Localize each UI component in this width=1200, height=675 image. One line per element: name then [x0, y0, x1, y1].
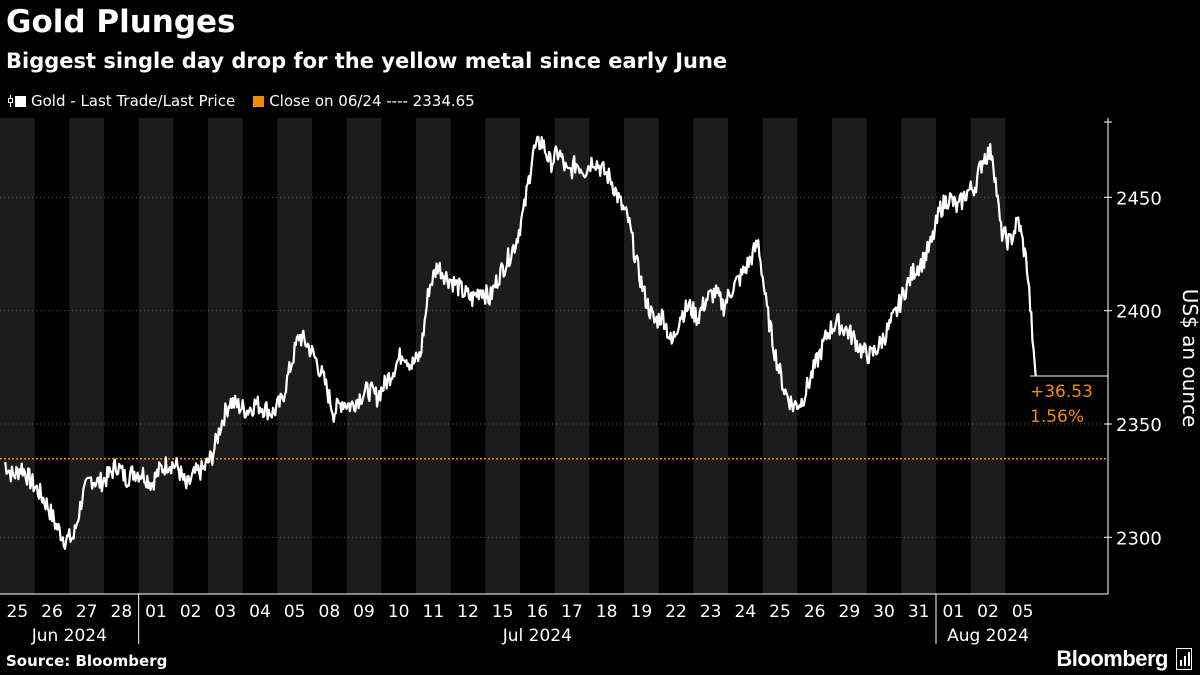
- x-tick-label: 23: [700, 602, 722, 622]
- x-tick-label: 17: [561, 602, 583, 622]
- x-tick-label: 29: [839, 602, 861, 622]
- legend-label-gold: Gold - Last Trade/Last Price: [31, 92, 236, 110]
- source-note: Source: Bloomberg: [6, 652, 168, 670]
- x-tick-label: 12: [457, 602, 479, 622]
- x-tick-label: 28: [111, 602, 133, 622]
- x-tick-label: 09: [353, 602, 375, 622]
- series-line-gold: [4, 135, 1037, 550]
- axes: 2300 2350 2400 2450 25 26 27 28 01 02 03 04 05 08 09 10…: [0, 118, 1162, 646]
- x-tick-label: 19: [631, 602, 653, 622]
- day-band: [554, 118, 590, 594]
- legend-label-close: Close on 06/24 ---- 2334.65: [269, 92, 475, 110]
- legend-swatch-gold: [15, 95, 26, 107]
- x-tick-label: 26: [41, 602, 63, 622]
- day-band: [346, 118, 382, 594]
- chart-legend: Gold - Last Trade/Last Price Close on 06…: [8, 90, 493, 112]
- x-tick-label: 05: [1012, 602, 1034, 622]
- x-tick-label: 26: [804, 602, 826, 622]
- day-band: [0, 118, 35, 594]
- annotation-percent: 1.56%: [1030, 407, 1084, 427]
- y-tick-label: 2300: [1116, 528, 1162, 549]
- x-tick-label: 05: [284, 602, 306, 622]
- y-tick-label: 2450: [1116, 188, 1162, 209]
- x-tick-label: 16: [527, 602, 549, 622]
- x-tick-label: 02: [180, 602, 202, 622]
- legend-item-gold: Gold - Last Trade/Last Price: [8, 92, 235, 110]
- gridlines: [0, 196, 1108, 538]
- day-band: [208, 118, 243, 594]
- day-band: [901, 118, 936, 594]
- x-month-label: Jun 2024: [31, 626, 107, 646]
- bloomberg-terminal-icon: [1176, 648, 1192, 670]
- x-tick-label: 01: [145, 602, 167, 622]
- price-series: [4, 135, 1037, 550]
- brand-name: Bloomberg: [1056, 646, 1168, 671]
- day-band: [762, 118, 798, 594]
- day-band: [485, 118, 520, 594]
- y-tick-label: 2350: [1116, 415, 1162, 436]
- day-band: [138, 118, 174, 594]
- x-tick-label: 08: [319, 602, 341, 622]
- bar-series-icon: [8, 95, 13, 107]
- x-tick-label: 24: [735, 602, 757, 622]
- day-bands: [0, 118, 1006, 594]
- chart-subtitle: Biggest single day drop for the yellow m…: [6, 49, 728, 73]
- x-tick-label: 25: [7, 602, 29, 622]
- x-tick-label: 02: [977, 602, 999, 622]
- square-swatch-icon: [253, 95, 265, 107]
- x-month-label: Jul 2024: [502, 626, 572, 646]
- x-tick-label: 04: [249, 602, 271, 622]
- x-tick-label: 10: [388, 602, 410, 622]
- x-tick-label: 30: [873, 602, 895, 622]
- legend-item-close: Close on 06/24 ---- 2334.65: [253, 92, 475, 110]
- x-tick-label: 01: [943, 602, 965, 622]
- annotation-change: +36.53: [1030, 382, 1093, 402]
- y-axis-label: US$ an ounce: [1178, 289, 1200, 428]
- x-tick-label: 27: [76, 602, 98, 622]
- x-tick-label: 31: [908, 602, 930, 622]
- day-band: [693, 118, 728, 594]
- annotation-group: +36.53 1.56%: [1030, 375, 1108, 427]
- y-tick-label: 2400: [1116, 302, 1162, 323]
- day-band: [69, 118, 104, 594]
- x-tick-label: 15: [492, 602, 514, 622]
- x-month-label: Aug 2024: [947, 626, 1029, 646]
- day-band: [624, 118, 659, 594]
- x-tick-label: 25: [769, 602, 791, 622]
- x-tick-label: 18: [596, 602, 618, 622]
- x-tick-label: 11: [423, 602, 445, 622]
- x-tick-label: 22: [665, 602, 687, 622]
- x-tick-label: 03: [215, 602, 237, 622]
- chart-title: Gold Plunges: [6, 4, 236, 40]
- brand-logo: Bloomberg: [1056, 646, 1192, 672]
